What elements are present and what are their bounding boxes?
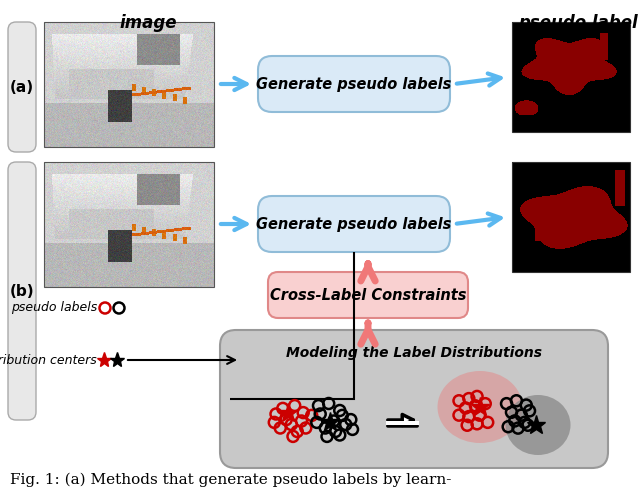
Bar	[44, 162, 214, 287]
Text: Generate pseudo labels: Generate pseudo labels	[256, 217, 452, 232]
Text: image: image	[119, 14, 177, 32]
FancyBboxPatch shape	[220, 330, 608, 468]
Ellipse shape	[506, 395, 570, 455]
Text: Generate pseudo labels: Generate pseudo labels	[256, 77, 452, 91]
Text: distribution centers: distribution centers	[0, 353, 97, 366]
Bar	[44, 22, 214, 147]
Ellipse shape	[438, 371, 522, 443]
FancyBboxPatch shape	[268, 272, 468, 318]
FancyBboxPatch shape	[8, 22, 36, 152]
FancyBboxPatch shape	[258, 196, 450, 252]
Text: pseudo labels: pseudo labels	[11, 302, 97, 315]
Text: (b): (b)	[10, 283, 35, 299]
Bar	[386, 421, 419, 425]
Text: Fig. 1: (a) Methods that generate pseudo labels by learn-: Fig. 1: (a) Methods that generate pseudo…	[10, 473, 451, 488]
Text: pseudo label: pseudo label	[518, 14, 638, 32]
Bar	[512, 22, 630, 132]
Text: Cross-Label Constraints: Cross-Label Constraints	[269, 287, 467, 303]
Text: Modeling the Label Distributions: Modeling the Label Distributions	[286, 346, 542, 360]
Text: (a): (a)	[10, 80, 34, 94]
FancyBboxPatch shape	[8, 162, 36, 420]
Bar	[512, 162, 630, 272]
FancyBboxPatch shape	[258, 56, 450, 112]
